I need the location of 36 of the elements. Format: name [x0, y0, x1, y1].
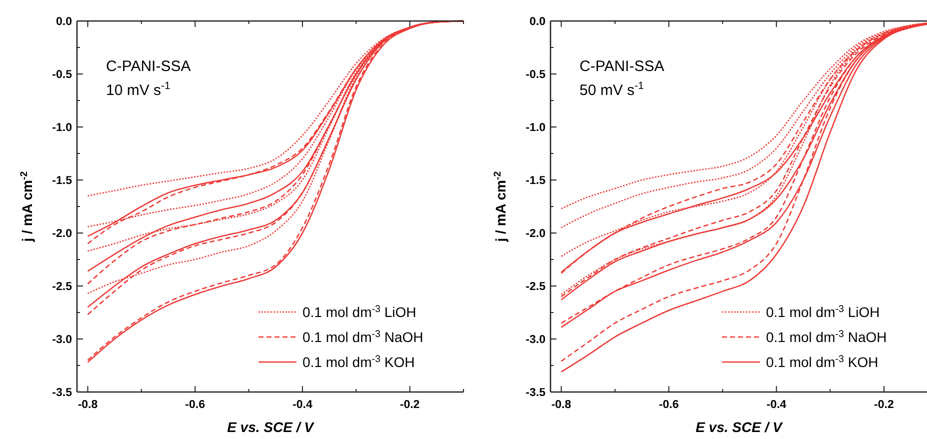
y-tick-label: -1.5 [52, 175, 73, 187]
legend-label: 0.1 mol dm$^{-3}$ LiOH [302, 304, 416, 320]
y-tick-label: -3.5 [526, 387, 546, 399]
y-tick-label: -3.5 [52, 387, 73, 399]
y-tick-label: -2.0 [526, 228, 546, 240]
x-tick-label: -0.8 [551, 399, 572, 411]
annotation: 10 mV s$^{-1}$ [106, 80, 171, 99]
annotation: 50 mV s$^{-1}$ [580, 80, 644, 99]
annotation: C-PANI-SSA [580, 58, 664, 75]
x-tick-label: -0.8 [78, 399, 98, 411]
legend-label: 0.1 mol dm$^{-3}$ KOH [766, 354, 878, 370]
y-tick-label: -2.5 [52, 281, 73, 293]
y-tick-label: 0.0 [530, 16, 546, 28]
annotation: C-PANI-SSA [106, 58, 191, 75]
y-tick-label: -1.0 [526, 122, 546, 134]
y-tick-label: -3.0 [526, 334, 546, 346]
y-tick-label: -0.5 [52, 69, 73, 81]
legend-label: 0.1 mol dm$^{-3}$ KOH [302, 354, 415, 370]
x-axis-title: E vs. SCE / V [696, 419, 784, 435]
legend-label: 0.1 mol dm$^{-3}$ NaOH [766, 328, 887, 345]
y-tick-label: -2.0 [52, 228, 72, 240]
y-tick-label: -3.0 [52, 334, 72, 346]
x-tick-label: -0.4 [292, 399, 313, 411]
x-axis-title: E vs. SCE / V [227, 419, 316, 435]
y-tick-label: 0.0 [56, 16, 72, 28]
legend-label: 0.1 mol dm$^{-3}$ LiOH [766, 304, 880, 320]
legend-label: 0.1 mol dm$^{-3}$ NaOH [302, 328, 424, 345]
x-tick-label: -0.6 [185, 399, 206, 411]
y-tick-label: -2.5 [526, 281, 546, 293]
y-tick-label: -1.0 [52, 122, 72, 134]
y-tick-label: -1.5 [526, 175, 546, 187]
x-tick-label: -0.2 [874, 399, 894, 411]
x-tick-label: -0.6 [658, 399, 679, 411]
x-tick-label: -0.4 [766, 399, 787, 411]
y-tick-label: -0.5 [526, 69, 546, 81]
x-tick-label: -0.2 [400, 399, 420, 411]
